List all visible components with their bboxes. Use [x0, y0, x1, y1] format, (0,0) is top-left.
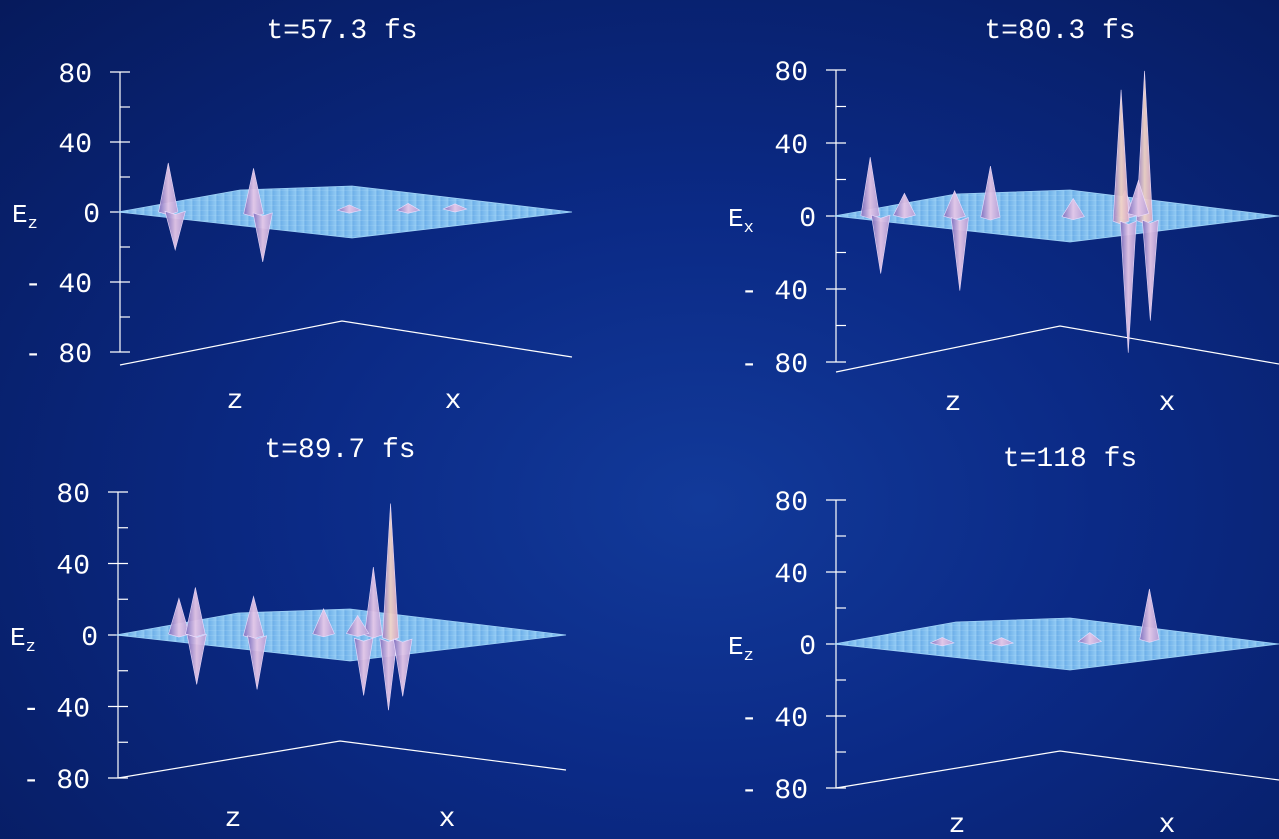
z-tick-label: 0 [81, 623, 98, 654]
panel-title: t=118 fs [1003, 444, 1137, 475]
z-tick-label: - 80 [741, 776, 808, 807]
z-tick-label: - 40 [25, 270, 92, 301]
surface-peak [345, 614, 370, 637]
z-tick-label: - 40 [741, 704, 808, 735]
z-tick-label: 0 [83, 200, 100, 231]
z-tick-label: 40 [56, 552, 90, 583]
surface-peak [185, 587, 206, 638]
z-tick-label: 0 [799, 632, 816, 663]
surface-peak [1136, 70, 1153, 224]
z-axis-label-e: Ez [12, 200, 38, 234]
surface-peak [1077, 632, 1103, 645]
z-tick-label: 80 [58, 60, 92, 91]
surface-peak [382, 503, 399, 641]
surface-plane [115, 608, 567, 662]
surface-plane [833, 189, 1279, 243]
surface-peak [158, 162, 179, 216]
surface-peak [980, 165, 1001, 221]
x-axis-label-x: x [1159, 810, 1176, 839]
z-tick-label: - 40 [741, 277, 808, 308]
surface-peak [247, 635, 267, 690]
surface-peak [442, 203, 468, 213]
panel-title: t=80.3 fs [984, 16, 1135, 47]
surface-peak [1119, 220, 1137, 353]
surface-peak [929, 637, 955, 647]
surface-peak [988, 637, 1015, 647]
floor-axis [119, 320, 573, 366]
panel-t57: t=57.3 fs Ez 80 40 0 - 40 - 80 z x [12, 16, 573, 417]
surface-peak [353, 637, 374, 696]
z-tick-label: 40 [774, 560, 808, 591]
surface-peak [186, 634, 207, 685]
surface-peak [243, 168, 264, 218]
surface-peak [1112, 89, 1130, 225]
panel-title: t=57.3 fs [266, 16, 417, 47]
surface-peak [392, 638, 413, 697]
floor-axis [117, 740, 567, 779]
panel-title: t=89.7 fs [264, 435, 415, 466]
surface-peak [1127, 179, 1150, 217]
x-axis-label-x: x [1159, 388, 1176, 419]
x-axis-label-x: x [445, 386, 462, 417]
x-axis-label-z: z [949, 810, 966, 839]
z-tick-label: 0 [799, 204, 816, 235]
z-tick-label: 80 [774, 488, 808, 519]
panel-t118: t=118 fs Ez 80 40 0 - 40 - 80 z x [728, 444, 1279, 839]
surface-peak [252, 212, 273, 262]
surface-peak [164, 210, 186, 252]
floor-axis [835, 325, 1279, 373]
z-tick-label: - 80 [25, 340, 92, 371]
surface-peak [395, 202, 421, 214]
surface-peak [870, 214, 891, 274]
surface-peak [1061, 197, 1085, 220]
x-axis-label-z: z [945, 388, 962, 419]
x-axis-label-z: z [225, 804, 242, 835]
surface-peak [1142, 219, 1159, 321]
x-axis-label-x: x [439, 804, 456, 835]
z-tick-label: 80 [56, 480, 90, 511]
z-tick-label: - 80 [741, 350, 808, 381]
panel-t80: t=80.3 fs Ex 80 40 0 - 40 - 80 z x [728, 16, 1279, 419]
z-tick-label: 80 [774, 58, 808, 89]
surface-peak [1139, 588, 1160, 643]
floor-axis [835, 750, 1279, 789]
z-axis-label-e: Ez [10, 623, 36, 657]
z-tick-label: - 80 [23, 766, 90, 797]
x-axis-label-z: z [227, 386, 244, 417]
surface-peak [379, 638, 398, 711]
z-axis-label-e: Ez [728, 632, 754, 666]
surface-peak [312, 608, 335, 638]
surface-peak [892, 192, 916, 219]
surface-peak [950, 217, 969, 291]
surface-peak [364, 566, 383, 639]
z-tick-label: 40 [58, 130, 92, 161]
surface-peak [860, 157, 880, 219]
surface-peak [336, 204, 362, 214]
panel-t89: t=89.7 fs Ez 80 40 0 - 40 - 80 z x [10, 435, 567, 835]
surface-plane [833, 617, 1279, 671]
z-tick-label: 40 [774, 131, 808, 162]
z-axis-label-e: Ex [728, 204, 754, 238]
z-tick-label: - 40 [23, 695, 90, 726]
